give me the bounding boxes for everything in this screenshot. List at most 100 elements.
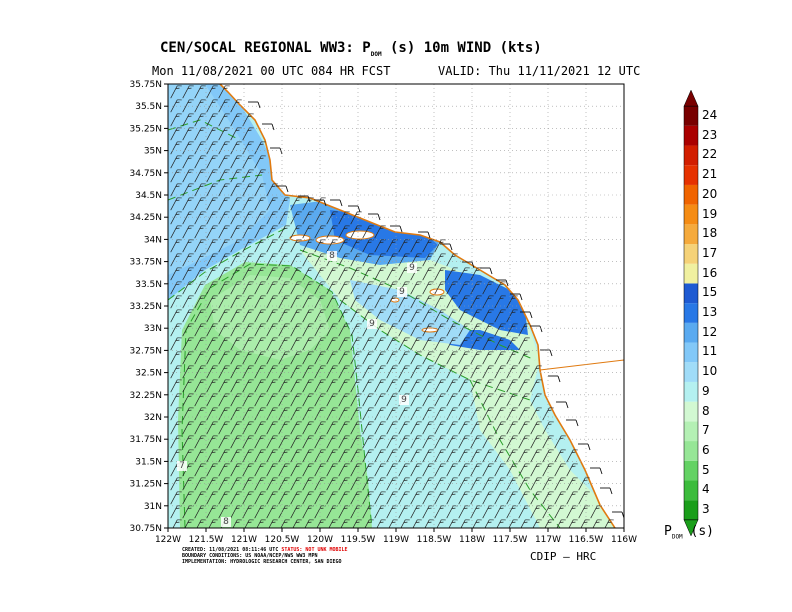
colorbar-label: 8 — [702, 403, 710, 418]
wind-barb — [326, 449, 338, 463]
wind-barb — [518, 463, 530, 477]
colorbar-segment — [684, 204, 698, 225]
wind-barb — [422, 435, 434, 449]
wind-barb — [194, 225, 206, 239]
lat-label: 31.5N — [135, 457, 162, 467]
wind-barb — [218, 113, 230, 127]
wind-barb — [254, 491, 266, 505]
wind-barb — [374, 267, 386, 281]
wind-barb — [362, 393, 374, 407]
wind-barb — [254, 309, 266, 323]
wind-barb — [554, 519, 566, 528]
wind-barb — [326, 211, 338, 225]
wind-barb — [350, 267, 362, 281]
wind-barb — [326, 267, 338, 281]
wind-barb — [362, 365, 374, 379]
wind-barb — [254, 505, 266, 519]
wind-barb — [182, 99, 194, 113]
wind-barb — [254, 141, 266, 155]
lat-label: 35.75N — [130, 80, 163, 90]
wind-barb — [338, 239, 350, 253]
wind-barb — [290, 519, 302, 528]
wind-barb — [338, 337, 350, 351]
wind-barb — [422, 491, 434, 505]
wind-barb — [278, 323, 290, 337]
wind-barb — [266, 337, 278, 351]
coastal-wind-barb — [298, 195, 311, 203]
wind-barb — [530, 435, 542, 449]
wind-barb — [182, 141, 194, 155]
wind-barb — [374, 225, 386, 239]
lon-label: 119.5W — [341, 535, 376, 545]
wind-barb — [530, 407, 542, 421]
wind-barb — [314, 351, 326, 365]
wind-barb — [542, 435, 554, 449]
wind-barb — [458, 435, 470, 449]
wind-barb — [350, 491, 362, 505]
wind-barb — [278, 351, 290, 365]
lon-label: 117W — [535, 535, 561, 545]
wind-barb — [302, 407, 314, 421]
wind-barb — [218, 225, 230, 239]
wind-barb — [218, 505, 230, 519]
wind-barb — [182, 169, 194, 183]
wind-barb — [446, 337, 458, 351]
wind-barb — [506, 435, 518, 449]
wind-barb — [266, 463, 278, 477]
wind-barb — [362, 463, 374, 477]
wind-barb — [410, 519, 422, 528]
lon-label: 122W — [155, 535, 181, 545]
wind-barb — [230, 323, 242, 337]
wind-barb — [506, 351, 518, 365]
wind-barb — [182, 225, 194, 239]
wind-barb — [422, 295, 434, 309]
wind-barb — [458, 505, 470, 519]
wind-barb — [206, 477, 218, 491]
wind-barb — [482, 309, 494, 323]
wind-barb — [182, 155, 194, 169]
wind-barb — [290, 477, 302, 491]
wind-barb — [470, 323, 482, 337]
wind-barb — [314, 407, 326, 421]
wind-barb — [458, 351, 470, 365]
wind-barb — [242, 407, 254, 421]
wind-barb — [350, 365, 362, 379]
coastal-wind-barb — [530, 325, 543, 333]
wind-barb — [206, 323, 218, 337]
wind-barb — [470, 351, 482, 365]
wind-barb — [182, 309, 194, 323]
wind-barb — [218, 337, 230, 351]
wind-barb — [242, 211, 254, 225]
wind-barb — [170, 407, 182, 421]
wind-barb — [314, 253, 326, 267]
wind-barb — [398, 505, 410, 519]
wind-barb — [302, 393, 314, 407]
wind-barb — [350, 435, 362, 449]
wind-barb — [578, 519, 590, 528]
wind-barb — [182, 435, 194, 449]
wind-barb — [482, 463, 494, 477]
wind-barb — [530, 421, 542, 435]
wind-barb — [434, 379, 446, 393]
wind-barb — [314, 463, 326, 477]
wind-barb — [494, 491, 506, 505]
colorbar-segment — [684, 125, 698, 146]
wind-barb — [170, 141, 182, 155]
wind-barb — [338, 491, 350, 505]
wind-barb — [230, 253, 242, 267]
wind-barb — [362, 295, 374, 309]
wind-barb — [182, 113, 194, 127]
wind-barb — [242, 379, 254, 393]
wind-barb — [566, 505, 578, 519]
wind-barb — [446, 393, 458, 407]
wind-barb — [182, 183, 194, 197]
wind-barb — [338, 309, 350, 323]
wind-barb — [422, 351, 434, 365]
wind-barb — [206, 463, 218, 477]
coastal-wind-barb — [276, 185, 289, 193]
coastal-wind-barb — [480, 267, 493, 275]
wind-barb — [374, 491, 386, 505]
wind-barb — [350, 519, 362, 528]
wind-barb — [350, 239, 362, 253]
wind-barb — [314, 239, 326, 253]
